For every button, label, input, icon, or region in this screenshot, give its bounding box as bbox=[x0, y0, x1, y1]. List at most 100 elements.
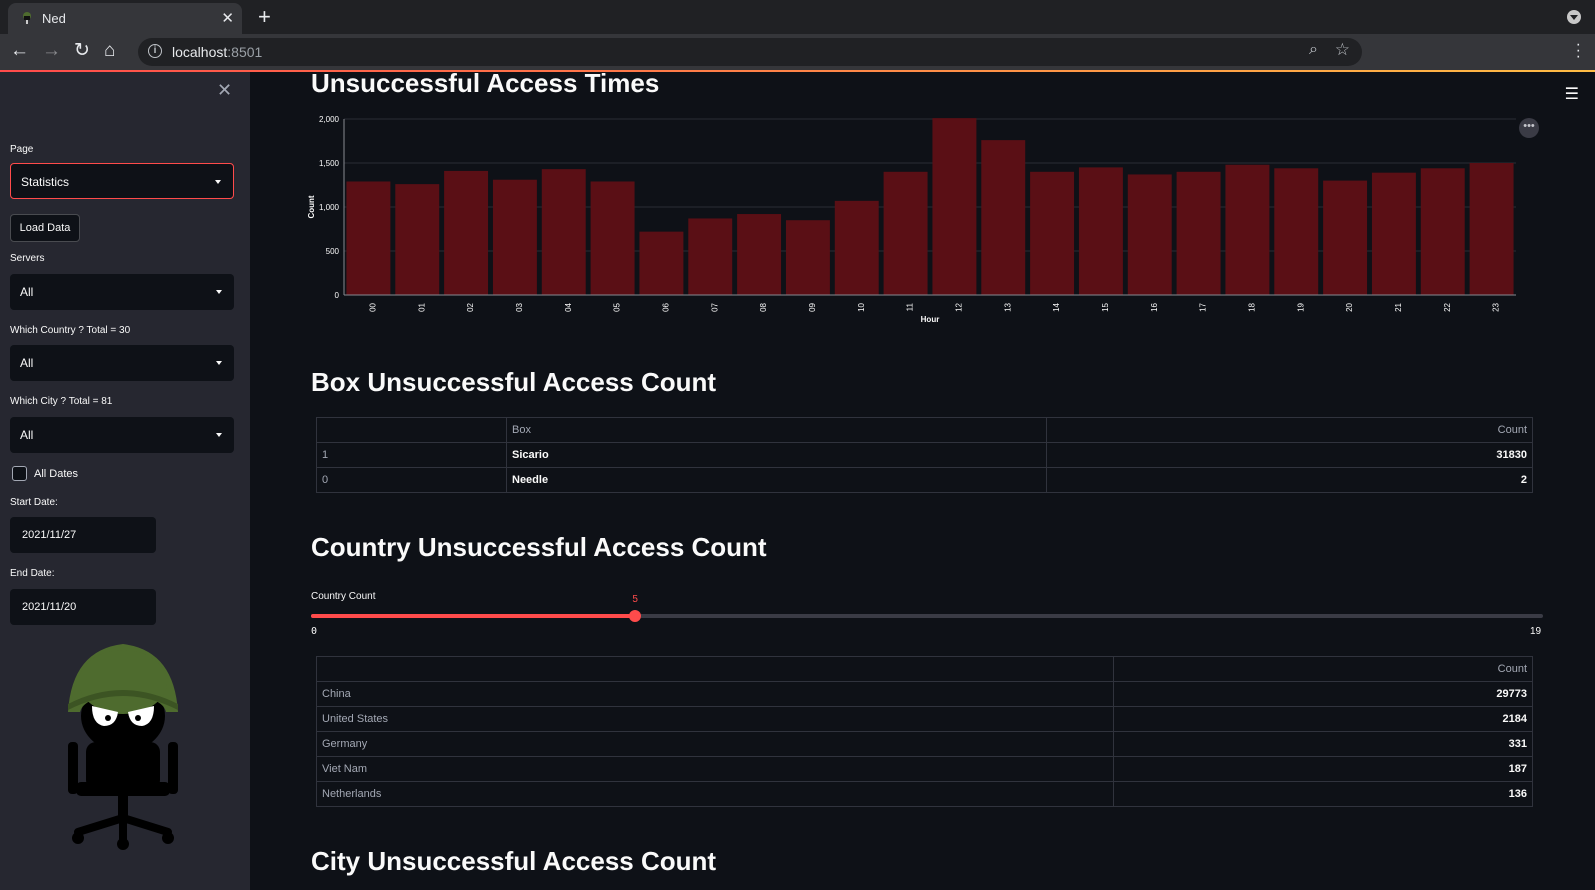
table-row: Viet Nam 187 bbox=[316, 756, 1533, 782]
browser-tab[interactable]: Ned ✕ bbox=[8, 3, 242, 34]
start-date-input[interactable]: 2021/11/27 bbox=[10, 517, 156, 553]
country-count-slider[interactable]: 5 bbox=[311, 594, 1543, 622]
slider-max-value: 19 bbox=[1530, 626, 1542, 637]
x-tick-label: 15 bbox=[1101, 302, 1110, 311]
x-axis-label: Hour bbox=[921, 315, 940, 324]
table-cell-count: 187 bbox=[1113, 756, 1533, 782]
bar bbox=[444, 170, 489, 295]
table-cell-count: 2184 bbox=[1113, 706, 1533, 732]
table-cell-count: 29773 bbox=[1113, 681, 1533, 707]
y-tick-label: 1,000 bbox=[319, 203, 340, 212]
table-row: 1 Sicario 31830 bbox=[316, 442, 1533, 468]
table-header-box: Box bbox=[506, 417, 1047, 443]
x-tick-label: 13 bbox=[1003, 302, 1012, 311]
city-select-value: All bbox=[20, 428, 34, 442]
x-tick-label: 21 bbox=[1394, 302, 1403, 311]
app-menu-icon[interactable]: ☰ bbox=[1564, 86, 1579, 103]
bar bbox=[981, 140, 1026, 295]
end-date-input[interactable]: 2021/11/20 bbox=[10, 589, 156, 625]
bar bbox=[639, 231, 684, 295]
table-cell-country: China bbox=[316, 681, 1114, 707]
table-row: China 29773 bbox=[316, 681, 1533, 707]
forward-icon[interactable]: → bbox=[42, 40, 61, 61]
table-cell-country: Germany bbox=[316, 731, 1114, 757]
x-tick-label: 14 bbox=[1052, 302, 1061, 311]
bar bbox=[1371, 172, 1416, 295]
x-tick-label: 04 bbox=[564, 302, 573, 311]
all-dates-label: All Dates bbox=[34, 468, 79, 480]
x-tick-label: 02 bbox=[466, 302, 475, 311]
bar bbox=[1030, 171, 1075, 295]
load-data-button[interactable]: Load Data bbox=[10, 214, 80, 242]
table-cell-index: 1 bbox=[316, 442, 507, 468]
bar bbox=[1078, 167, 1123, 295]
city-select-label: Which City ? Total = 81 bbox=[10, 396, 113, 407]
end-date-value: 2021/11/20 bbox=[22, 601, 77, 613]
bar bbox=[1127, 174, 1172, 295]
all-dates-checkbox[interactable] bbox=[12, 466, 27, 481]
tab-close-icon[interactable]: ✕ bbox=[221, 10, 234, 27]
slider-fill bbox=[311, 614, 636, 618]
y-tick-label: 0 bbox=[335, 291, 340, 300]
x-tick-label: 06 bbox=[661, 302, 670, 311]
bar bbox=[1323, 180, 1368, 295]
bookmark-star-icon[interactable]: ☆ bbox=[1334, 40, 1350, 59]
access-times-bar-chart: 0 500 1,000 1,500 2,000 00 01 02 03 04 05 06 07 08 09 1… bbox=[307, 115, 1516, 324]
home-icon[interactable]: ⌂ bbox=[104, 40, 116, 61]
x-tick-label: 03 bbox=[515, 302, 524, 311]
table-header-count: Count bbox=[1046, 417, 1533, 443]
table-cell-count: 331 bbox=[1113, 731, 1533, 757]
browser-menu-icon[interactable]: · · · bbox=[1575, 36, 1581, 65]
x-tick-label: 07 bbox=[710, 302, 719, 311]
table-row: 0 Needle 2 bbox=[316, 467, 1533, 493]
chevron-down-icon bbox=[215, 180, 221, 184]
table-header-country bbox=[316, 656, 1114, 682]
start-date-value: 2021/11/27 bbox=[22, 529, 77, 541]
url-port: :8501 bbox=[227, 44, 263, 60]
y-tick-label: 500 bbox=[326, 247, 340, 256]
slider-thumb[interactable] bbox=[629, 610, 642, 622]
end-date-label: End Date: bbox=[10, 568, 55, 579]
ned-mascot-image bbox=[68, 644, 178, 850]
x-tick-label: 18 bbox=[1247, 302, 1256, 311]
bar bbox=[1274, 168, 1319, 295]
tab-search-icon[interactable] bbox=[1567, 10, 1581, 24]
x-tick-label: 00 bbox=[368, 302, 377, 311]
reload-icon[interactable]: ↻ bbox=[74, 40, 90, 61]
url-host: localhost bbox=[172, 44, 228, 60]
page-select[interactable]: Statistics bbox=[10, 163, 234, 199]
x-tick-label: 08 bbox=[759, 302, 768, 311]
servers-select[interactable]: All bbox=[10, 274, 234, 310]
address-bar[interactable]: i localhost:8501 ⌕ ☆ bbox=[138, 38, 1362, 66]
access-times-heading: Unsuccessful Access Times bbox=[311, 68, 660, 98]
table-row: United States 2184 bbox=[316, 706, 1533, 732]
table-cell-count: 31830 bbox=[1046, 442, 1533, 468]
x-tick-label: 10 bbox=[857, 302, 866, 311]
country-select[interactable]: All bbox=[10, 345, 234, 381]
table-row: Netherlands 136 bbox=[316, 781, 1533, 807]
zoom-icon[interactable]: ⌕ bbox=[1309, 41, 1318, 58]
sidebar-close-icon[interactable]: ✕ bbox=[217, 80, 233, 100]
table-cell-count: 136 bbox=[1113, 781, 1533, 807]
country-select-label: Which Country ? Total = 30 bbox=[10, 325, 131, 336]
x-tick-label: 22 bbox=[1443, 302, 1452, 311]
bar bbox=[1469, 163, 1514, 295]
city-select[interactable]: All bbox=[10, 417, 234, 453]
bar bbox=[1176, 171, 1221, 295]
chart-more-options-icon[interactable]: ••• bbox=[1519, 118, 1539, 138]
slider-current-value: 5 bbox=[632, 594, 638, 605]
servers-select-value: All bbox=[20, 285, 34, 299]
table-cell-country: Netherlands bbox=[316, 781, 1114, 807]
new-tab-icon[interactable]: + bbox=[258, 4, 271, 29]
x-tick-label: 09 bbox=[808, 302, 817, 311]
servers-select-label: Servers bbox=[10, 253, 45, 264]
bar bbox=[1225, 164, 1270, 295]
country-count-heading: Country Unsuccessful Access Count bbox=[311, 532, 767, 562]
site-info-icon[interactable]: i bbox=[148, 44, 162, 58]
bar bbox=[346, 181, 391, 295]
back-icon[interactable]: ← bbox=[10, 40, 29, 61]
bar bbox=[834, 200, 879, 295]
bar bbox=[1420, 168, 1465, 295]
bar bbox=[395, 184, 440, 295]
country-count-table: Count China 29773 United States 2184 Ger… bbox=[316, 656, 1533, 807]
